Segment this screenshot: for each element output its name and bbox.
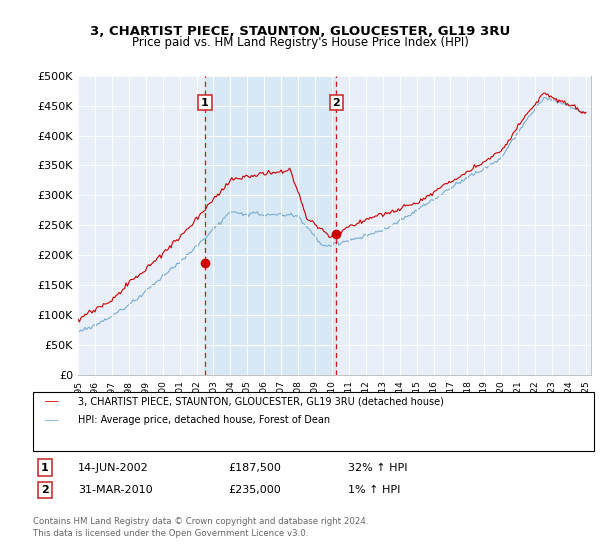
Text: This data is licensed under the Open Government Licence v3.0.: This data is licensed under the Open Gov… — [33, 529, 308, 538]
Text: HPI: Average price, detached house, Forest of Dean: HPI: Average price, detached house, Fore… — [78, 415, 330, 425]
Text: 1% ↑ HPI: 1% ↑ HPI — [348, 485, 400, 495]
Text: 2: 2 — [332, 97, 340, 108]
Text: ——: —— — [45, 415, 59, 425]
Text: 3, CHARTIST PIECE, STAUNTON, GLOUCESTER, GL19 3RU: 3, CHARTIST PIECE, STAUNTON, GLOUCESTER,… — [90, 25, 510, 38]
Text: ——: —— — [45, 396, 59, 407]
Text: 31-MAR-2010: 31-MAR-2010 — [78, 485, 152, 495]
Text: 1: 1 — [201, 97, 209, 108]
Text: 2: 2 — [41, 485, 49, 495]
Text: Contains HM Land Registry data © Crown copyright and database right 2024.: Contains HM Land Registry data © Crown c… — [33, 517, 368, 526]
Text: £235,000: £235,000 — [228, 485, 281, 495]
Text: Price paid vs. HM Land Registry's House Price Index (HPI): Price paid vs. HM Land Registry's House … — [131, 36, 469, 49]
Bar — [205, 76, 336, 375]
Text: 1: 1 — [41, 463, 49, 473]
Text: 32% ↑ HPI: 32% ↑ HPI — [348, 463, 407, 473]
Text: 14-JUN-2002: 14-JUN-2002 — [78, 463, 149, 473]
Text: 3, CHARTIST PIECE, STAUNTON, GLOUCESTER, GL19 3RU (detached house): 3, CHARTIST PIECE, STAUNTON, GLOUCESTER,… — [78, 396, 444, 407]
Text: £187,500: £187,500 — [228, 463, 281, 473]
